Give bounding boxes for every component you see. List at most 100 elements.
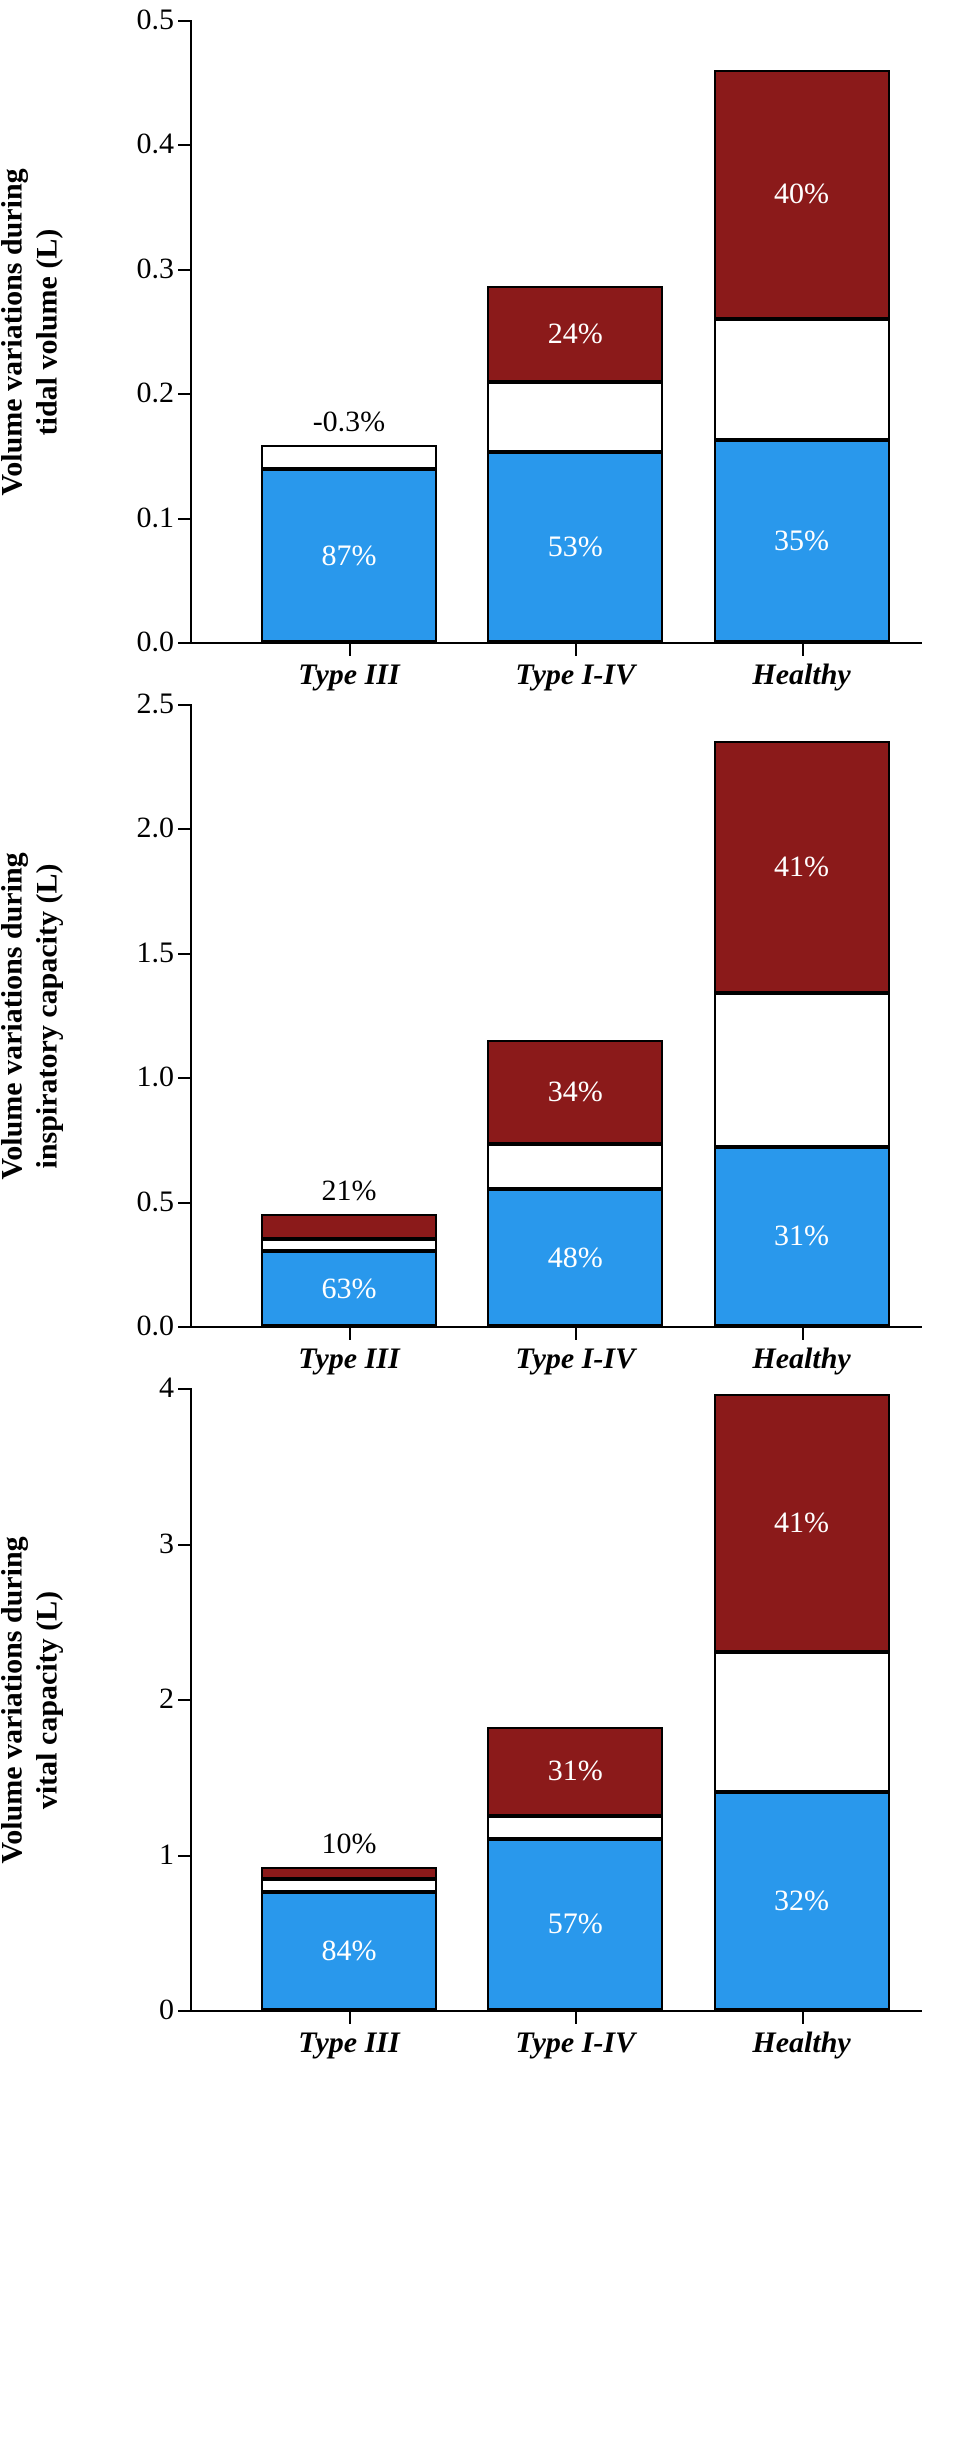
- bar-segment-middle: [261, 1239, 437, 1251]
- bar-segment-middle: [487, 382, 663, 452]
- x-tick: [349, 1326, 351, 1340]
- bar-segment-label: 34%: [548, 1075, 603, 1109]
- y-tick: [178, 2010, 192, 2012]
- y-tick: [178, 1077, 192, 1079]
- bar-segment-middle: [487, 1144, 663, 1189]
- y-tick: [178, 1326, 192, 1328]
- bar-segment-bottom: 84%: [261, 1892, 437, 2010]
- chart-panel-inspiratory: Volume variations duringinspiratory capa…: [100, 704, 955, 1328]
- bar-external-label: 21%: [321, 1174, 376, 1208]
- plot-area: 0.00.10.20.30.40.5Type III87%-0.3%Type I…: [190, 20, 922, 644]
- bar-external-label: 10%: [321, 1827, 376, 1861]
- y-tick-label: 0.1: [137, 501, 175, 535]
- bar-segment-label: 31%: [774, 1219, 829, 1253]
- y-axis-label: Volume variations duringvital capacity (…: [0, 1400, 65, 2000]
- x-tick-label: Type III: [298, 1342, 399, 1376]
- y-tick: [178, 393, 192, 395]
- y-tick: [178, 642, 192, 644]
- y-tick: [178, 828, 192, 830]
- stacked-bar: 48% 34%: [487, 1040, 663, 1326]
- y-tick: [178, 1699, 192, 1701]
- bar-segment-top: 41%: [714, 1394, 890, 1652]
- stacked-bar: 57% 31%: [487, 1727, 663, 2010]
- y-tick: [178, 704, 192, 706]
- bar-segment-middle: [261, 1879, 437, 1891]
- y-tick-label: 0: [159, 1993, 174, 2027]
- y-tick-label: 2.0: [137, 811, 175, 845]
- y-axis-label: Volume variations duringtidal volume (L): [0, 32, 65, 632]
- y-tick-label: 0.0: [137, 625, 175, 659]
- stacked-bar: 32% 41%: [714, 1394, 890, 2010]
- bar-segment-bottom: 57%: [487, 1839, 663, 2010]
- bar-segment-middle: [714, 319, 890, 441]
- y-tick-label: 4: [159, 1371, 174, 1405]
- x-tick-label: Healthy: [752, 658, 850, 692]
- stacked-bar: 63%: [261, 1214, 437, 1326]
- bar-segment-bottom: 31%: [714, 1147, 890, 1326]
- x-tick: [575, 1326, 577, 1340]
- y-tick: [178, 144, 192, 146]
- y-tick-label: 0.5: [137, 1185, 175, 1219]
- bar-segment-label: 57%: [548, 1907, 603, 1941]
- bar-segment-top: 24%: [487, 286, 663, 382]
- bar-segment-label: 31%: [548, 1754, 603, 1788]
- bar-segment-middle: [487, 1816, 663, 1839]
- bar-segment-label: 35%: [774, 524, 829, 558]
- bar-segment-top: 31%: [487, 1727, 663, 1816]
- bar-segment-label: 41%: [774, 1506, 829, 1540]
- bar-segment-middle: [261, 445, 437, 469]
- bar-segment-middle: [714, 1652, 890, 1792]
- y-tick: [178, 1855, 192, 1857]
- x-tick-label: Type III: [298, 2026, 399, 2060]
- bar-segment-top: 40%: [714, 70, 890, 319]
- stacked-bar: 87%: [261, 445, 437, 642]
- y-tick: [178, 953, 192, 955]
- x-tick-label: Type I-IV: [515, 2026, 635, 2060]
- bar-segment-bottom: 53%: [487, 452, 663, 642]
- y-axis-label: Volume variations duringinspiratory capa…: [0, 716, 65, 1316]
- plot-area: 0.00.51.01.52.02.5Type III63%21%Type I-I…: [190, 704, 922, 1328]
- bar-segment-bottom: 87%: [261, 469, 437, 642]
- bar-segment-label: 84%: [321, 1934, 376, 1968]
- bar-segment-label: 32%: [774, 1884, 829, 1918]
- x-tick: [575, 642, 577, 656]
- bar-segment-label: 41%: [774, 850, 829, 884]
- y-tick-label: 0.3: [137, 252, 175, 286]
- y-tick-label: 2: [159, 1682, 174, 1716]
- x-tick: [349, 642, 351, 656]
- stacked-bar: 84%: [261, 1867, 437, 2010]
- chart-panel-vital: Volume variations duringvital capacity (…: [100, 1388, 955, 2012]
- bar-segment-label: 53%: [548, 530, 603, 564]
- x-tick-label: Type III: [298, 658, 399, 692]
- x-tick: [802, 1326, 804, 1340]
- stacked-bar: 31% 41%: [714, 741, 890, 1326]
- bar-segment-label: 87%: [321, 539, 376, 573]
- x-tick-label: Type I-IV: [515, 1342, 635, 1376]
- bar-segment-label: 48%: [548, 1241, 603, 1275]
- y-tick-label: 1.5: [137, 936, 175, 970]
- bar-segment-bottom: 35%: [714, 440, 890, 642]
- bar-segment-top: 41%: [714, 741, 890, 992]
- y-tick-label: 3: [159, 1527, 174, 1561]
- y-tick-label: 1.0: [137, 1060, 175, 1094]
- bar-segment-top: [261, 1867, 437, 1879]
- y-tick: [178, 1202, 192, 1204]
- x-tick: [802, 642, 804, 656]
- bar-segment-bottom: 32%: [714, 1792, 890, 2010]
- stacked-bar: 35% 40%: [714, 70, 890, 642]
- y-tick: [178, 1544, 192, 1546]
- x-tick: [349, 2010, 351, 2024]
- bar-segment-label: 63%: [321, 1272, 376, 1306]
- bar-segment-middle: [714, 993, 890, 1147]
- bar-segment-bottom: 48%: [487, 1189, 663, 1326]
- y-tick: [178, 1388, 192, 1390]
- x-tick-label: Type I-IV: [515, 658, 635, 692]
- y-tick-label: 0.0: [137, 1309, 175, 1343]
- y-tick-label: 2.5: [137, 687, 175, 721]
- bar-segment-label: 24%: [548, 317, 603, 351]
- charts-container: Volume variations duringtidal volume (L)…: [20, 20, 955, 2012]
- y-tick-label: 1: [159, 1838, 174, 1872]
- stacked-bar: 53% 24%: [487, 286, 663, 642]
- y-tick: [178, 20, 192, 22]
- y-tick: [178, 518, 192, 520]
